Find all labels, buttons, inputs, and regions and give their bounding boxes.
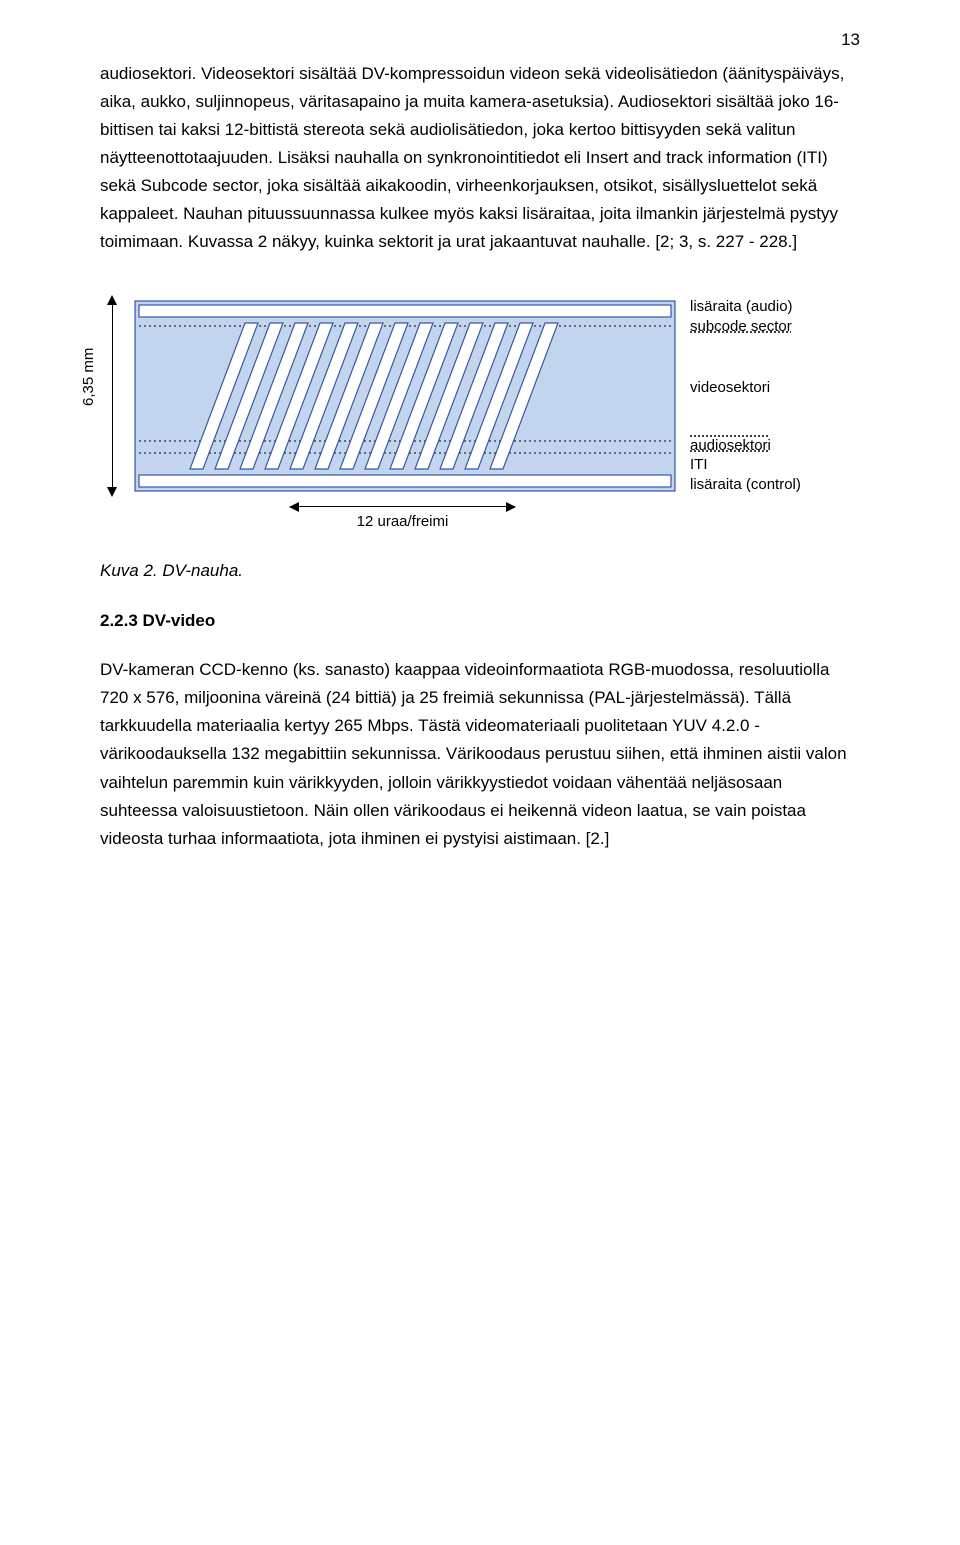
figure-x-label: 12 uraa/freimi (290, 513, 515, 530)
dv-tape-diagram (130, 291, 680, 501)
label-lisaraita-audio: lisäraita (audio) (690, 297, 801, 317)
x-dimension-line (290, 506, 515, 507)
section-heading-2-2-3: 2.2.3 DV-video (100, 611, 860, 631)
figure-side-labels: lisäraita (audio) subcode sector videose… (690, 291, 801, 494)
figure-y-label: 6,35 mm (80, 348, 97, 406)
label-subcode-sector: subcode sector (690, 317, 801, 337)
figure-2: 6,35 mm lisäraita (audio) subcode sector… (100, 291, 860, 521)
label-audiosektori: audiosektori (690, 436, 801, 456)
label-lisaraita-control: lisäraita (control) (690, 475, 801, 495)
label-videosektori: videosektori (690, 378, 801, 398)
figure-caption: Kuva 2. DV-nauha. (100, 561, 860, 581)
body-paragraph-1: audiosektori. Videosektori sisältää DV-k… (100, 60, 860, 256)
arrow-up-icon (107, 295, 117, 305)
y-dimension-line (112, 301, 113, 491)
arrow-down-icon (107, 487, 117, 497)
x-dimension: 12 uraa/freimi (290, 506, 515, 530)
label-iti: ITI (690, 455, 801, 475)
page-number: 13 (841, 30, 860, 50)
body-paragraph-2: DV-kameran CCD-kenno (ks. sanasto) kaapp… (100, 656, 860, 852)
